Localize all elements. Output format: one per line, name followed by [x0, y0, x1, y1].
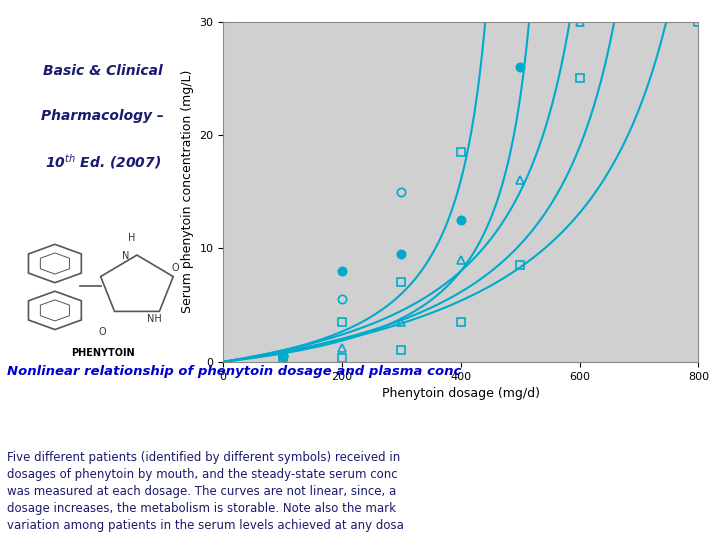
- Y-axis label: Serum phenytoin concentration (mg/L): Serum phenytoin concentration (mg/L): [181, 70, 194, 313]
- Text: Nonlinear relationship of phenytoin dosage and plasma conc: Nonlinear relationship of phenytoin dosa…: [7, 365, 462, 379]
- Text: Pharmacology –: Pharmacology –: [41, 109, 164, 123]
- Text: Five different patients (identified by different symbols) received in
dosages of: Five different patients (identified by d…: [7, 451, 404, 532]
- Text: O: O: [99, 327, 107, 336]
- Text: 10$^{th}$ Ed. (2007): 10$^{th}$ Ed. (2007): [45, 152, 161, 171]
- Text: NH: NH: [147, 314, 161, 325]
- Text: O: O: [171, 263, 179, 273]
- Text: Basic & Clinical: Basic & Clinical: [42, 64, 163, 78]
- X-axis label: Phenytoin dosage (mg/d): Phenytoin dosage (mg/d): [382, 387, 540, 400]
- Text: H: H: [127, 233, 135, 243]
- Text: N: N: [122, 251, 129, 261]
- Text: PHENYTOIN: PHENYTOIN: [71, 348, 135, 357]
